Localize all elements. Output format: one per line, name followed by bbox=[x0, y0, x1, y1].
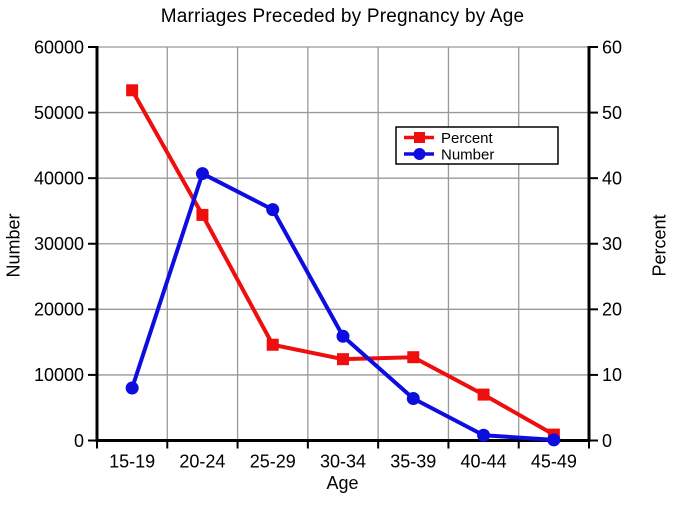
right-axis-tick-label: 30 bbox=[602, 234, 622, 254]
data-point-number bbox=[547, 433, 561, 447]
data-point-number bbox=[477, 428, 491, 442]
left-axis-tick-label: 50000 bbox=[34, 103, 84, 123]
left-axis-tick-label: 20000 bbox=[34, 300, 84, 320]
left-axis-tick-label: 10000 bbox=[34, 365, 84, 385]
data-point-percent bbox=[266, 338, 279, 351]
data-point-number bbox=[336, 329, 350, 343]
x-axis-category-label: 20-24 bbox=[179, 451, 225, 471]
left-axis-title: Number bbox=[3, 213, 24, 278]
data-point-number bbox=[195, 167, 209, 181]
data-point-percent bbox=[196, 208, 209, 221]
data-point-number bbox=[406, 392, 420, 406]
x-axis-category-label: 40-44 bbox=[461, 451, 507, 471]
x-axis-category-label: 45-49 bbox=[531, 451, 577, 471]
x-axis-category-label: 35-39 bbox=[390, 451, 436, 471]
data-point-percent bbox=[337, 353, 349, 366]
legend-label-percent: Percent bbox=[441, 130, 494, 147]
legend-label-number: Number bbox=[441, 146, 494, 163]
x-axis-category-label: 30-34 bbox=[320, 451, 366, 471]
data-point-number bbox=[125, 381, 139, 395]
left-axis-tick-label: 30000 bbox=[34, 234, 84, 254]
left-axis-tick-label: 60000 bbox=[34, 37, 84, 57]
right-axis-tick-label: 20 bbox=[602, 300, 622, 320]
legend-marker-square bbox=[414, 132, 425, 143]
left-axis-tick-label: 0 bbox=[74, 431, 84, 451]
x-axis-title: Age bbox=[326, 473, 359, 493]
legend-marker-circle bbox=[413, 148, 426, 160]
right-axis-title: Percent bbox=[649, 214, 670, 277]
chart-title: Marriages Preceded by Pregnancy by Age bbox=[160, 6, 525, 27]
left-axis-tick-label: 40000 bbox=[34, 168, 84, 188]
data-point-number bbox=[266, 203, 280, 217]
data-point-percent bbox=[477, 388, 490, 401]
right-axis-tick-label: 10 bbox=[602, 365, 622, 385]
data-point-percent bbox=[407, 351, 420, 364]
right-axis-tick-label: 50 bbox=[602, 103, 622, 123]
right-axis-tick-label: 0 bbox=[602, 431, 612, 451]
right-axis-tick-label: 40 bbox=[602, 168, 622, 188]
x-axis-category-label: 25-29 bbox=[250, 451, 296, 471]
data-point-percent bbox=[126, 84, 139, 97]
right-axis-tick-label: 60 bbox=[602, 37, 622, 57]
x-axis-category-label: 15-19 bbox=[109, 451, 155, 471]
